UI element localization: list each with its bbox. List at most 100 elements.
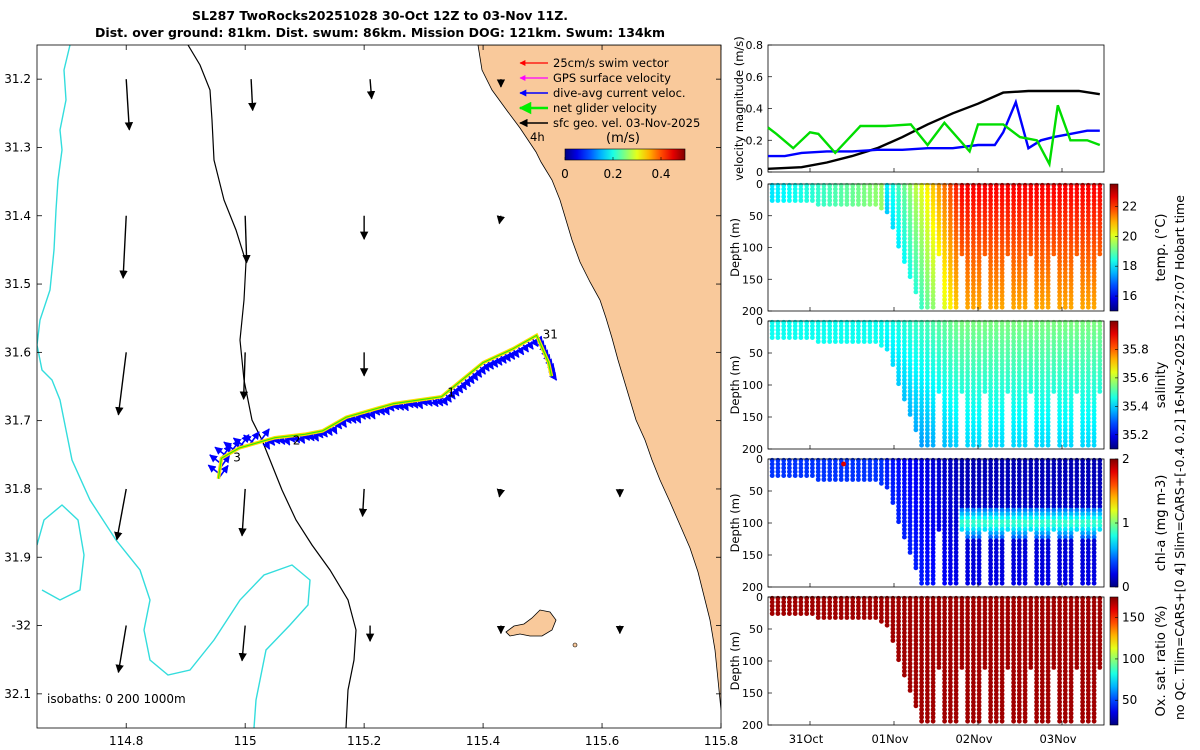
section-data-point	[1016, 369, 1022, 375]
section-data-point	[1022, 354, 1028, 360]
section-data-point	[988, 240, 993, 245]
section-data-point	[1039, 438, 1045, 444]
section-data-point	[884, 346, 890, 352]
section-data-point	[959, 331, 965, 337]
section-data-point	[1011, 415, 1016, 421]
section-data-point	[890, 186, 896, 192]
section-data-point	[919, 408, 924, 413]
section-data-point	[982, 354, 988, 360]
section-data-point	[1085, 381, 1091, 387]
section-data-point	[896, 492, 901, 498]
section-data-point	[925, 293, 930, 299]
section-data-point	[919, 278, 924, 283]
section-data-point	[948, 377, 953, 383]
section-data-point	[781, 323, 787, 329]
section-data-point	[1039, 358, 1045, 364]
section-data-point	[1022, 201, 1028, 207]
section-data-point	[1039, 404, 1045, 410]
section-data-point	[775, 186, 781, 192]
section-data-point	[971, 259, 976, 264]
section-data-point	[1097, 373, 1103, 379]
section-data-point	[844, 477, 850, 482]
sfc-geo-vector	[115, 352, 127, 416]
section-data-point	[838, 190, 844, 196]
section-data-point	[792, 473, 798, 478]
section-data-point	[787, 335, 792, 340]
section-data-point	[902, 243, 907, 249]
section-data-point	[959, 389, 965, 394]
section-data-point	[884, 209, 890, 215]
section-data-point	[1068, 304, 1074, 310]
section-data-point	[942, 285, 947, 291]
section-data-point	[781, 186, 787, 192]
section-data-point	[948, 358, 953, 364]
section-data-point	[993, 369, 999, 375]
section-data-point	[971, 389, 976, 394]
section-data-point	[787, 327, 792, 333]
section-data-point	[850, 186, 856, 192]
section-data-point	[948, 205, 953, 211]
section-data-point	[1045, 278, 1051, 283]
section-data-point	[907, 504, 913, 509]
section-data-point	[953, 385, 959, 390]
section-data-point	[1034, 323, 1039, 329]
section-data-point	[1068, 339, 1074, 344]
section-data-point	[1080, 718, 1085, 724]
section-data-point	[1016, 186, 1022, 192]
section-data-point	[890, 477, 896, 482]
section-data-point	[781, 194, 787, 200]
section-data-point	[936, 381, 942, 387]
section-data-point	[942, 718, 947, 724]
section-data-point	[1062, 396, 1068, 402]
section-data-point	[959, 327, 965, 333]
section-data-point	[930, 213, 936, 219]
section-data-point	[971, 718, 976, 724]
section-data-point	[982, 389, 988, 394]
section-data-point	[810, 611, 815, 616]
section-data-point	[999, 209, 1005, 215]
section-data-point	[976, 431, 982, 436]
section-data-point	[1016, 297, 1022, 302]
section-data-point	[953, 293, 959, 299]
section-data-point	[1039, 297, 1045, 302]
section-data-point	[1039, 366, 1045, 371]
section-data-point	[1080, 266, 1085, 272]
section-data-point	[919, 580, 924, 586]
section-data-point	[1074, 335, 1080, 340]
section-data-point	[1074, 350, 1080, 356]
section-data-point	[988, 327, 993, 333]
section-data-point	[965, 251, 970, 257]
section-data-point	[965, 423, 970, 429]
section-data-point	[1091, 392, 1097, 398]
section-data-point	[861, 465, 867, 471]
section-data-point	[1045, 266, 1051, 272]
section-data-point	[850, 323, 856, 329]
section-data-point	[1062, 266, 1068, 272]
section-data-point	[1062, 419, 1068, 425]
section-data-point	[959, 247, 965, 253]
section-data-point	[948, 266, 953, 272]
section-data-point	[1068, 369, 1074, 375]
section-data-point	[907, 327, 913, 333]
section-data-point	[919, 373, 924, 379]
section-data-point	[965, 285, 970, 291]
section-data-point	[1091, 209, 1097, 215]
section-data-point	[1022, 346, 1028, 352]
section-data-point	[976, 323, 982, 329]
section-data-point	[993, 281, 999, 287]
section-data-point	[942, 362, 947, 367]
section-data-point	[988, 346, 993, 352]
section-data-point	[896, 205, 901, 211]
section-data-point	[1034, 247, 1039, 253]
section-data-point	[948, 427, 953, 433]
section-data-point	[1080, 293, 1085, 299]
section-data-point	[993, 293, 999, 299]
section-data-point	[1022, 217, 1028, 223]
section-data-point	[959, 217, 965, 223]
section-data-point	[1085, 327, 1091, 333]
section-data-point	[919, 346, 924, 352]
section-data-point	[821, 327, 827, 333]
section-data-point	[925, 423, 930, 429]
section-data-point	[925, 289, 930, 295]
section-data-point	[1062, 431, 1068, 436]
